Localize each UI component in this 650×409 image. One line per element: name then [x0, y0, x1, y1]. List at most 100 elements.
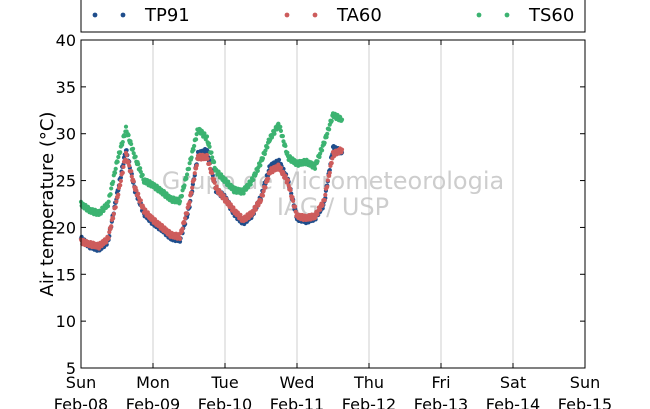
data-point [251, 177, 256, 183]
data-point [204, 134, 210, 139]
data-point [113, 166, 118, 171]
data-point [184, 211, 190, 216]
data-point [109, 186, 114, 191]
data-point [258, 163, 263, 168]
data-point [182, 220, 187, 225]
data-point [329, 118, 334, 124]
data-point [111, 211, 116, 217]
x-tick-label-date: Feb-13 [414, 395, 468, 409]
x-tick-label-date: Feb-08 [54, 395, 108, 409]
data-point [120, 170, 125, 175]
data-point [190, 185, 195, 190]
data-point [118, 183, 123, 188]
data-point [283, 143, 288, 149]
data-point [131, 151, 136, 156]
data-point [329, 161, 334, 166]
data-point [126, 159, 131, 164]
data-point [111, 179, 116, 184]
y-tick-label: 5 [66, 359, 76, 378]
data-point [285, 178, 291, 183]
data-point [325, 178, 330, 183]
data-point [209, 150, 214, 155]
data-point [127, 163, 132, 168]
data-point [339, 147, 345, 152]
data-point [212, 180, 217, 185]
data-point [253, 207, 258, 212]
data-point [186, 203, 192, 208]
data-point [177, 199, 183, 204]
data-point [194, 163, 199, 168]
data-point [278, 124, 283, 129]
data-point [292, 204, 298, 209]
data-point [121, 164, 126, 170]
y-axis: 5 10 15 20 25 30 35 40 [56, 31, 585, 378]
legend: TP91 TA60 TS60 [80, 0, 586, 33]
data-point [111, 216, 116, 221]
data-point [131, 179, 136, 184]
data-point [261, 189, 266, 194]
data-point [116, 154, 121, 160]
data-point [325, 131, 330, 136]
y-tick-label: 15 [56, 265, 76, 284]
data-point [205, 156, 210, 161]
data-point [202, 131, 207, 136]
data-point [112, 170, 118, 175]
data-point [193, 137, 199, 142]
series-points [78, 111, 345, 253]
data-point [241, 191, 246, 196]
x-axis: Sun Feb-08 Mon Feb-09 Tue Feb-10 Wed Feb-11 Thu F… [54, 40, 612, 409]
data-point [278, 128, 284, 133]
data-point [260, 156, 266, 161]
data-point [290, 195, 295, 200]
data-point [318, 207, 323, 212]
data-point [322, 197, 327, 203]
legend-entry-ta60: TA60 [284, 5, 382, 26]
data-point [327, 170, 332, 175]
series-ta60 [78, 146, 345, 251]
data-point [179, 193, 185, 199]
data-point [325, 184, 330, 189]
data-point [134, 188, 139, 193]
x-tick-label-day: Sun [66, 373, 96, 392]
data-point [126, 132, 131, 138]
data-point [224, 196, 229, 201]
data-point [138, 198, 143, 203]
data-point [272, 131, 277, 136]
data-point [320, 202, 325, 207]
x-tick-label-date: Feb-11 [270, 395, 324, 409]
legend-marker [312, 12, 318, 18]
data-point [177, 236, 183, 241]
data-point [109, 224, 114, 229]
y-tick-label: 25 [56, 172, 76, 191]
data-point [115, 159, 120, 164]
data-point [207, 144, 212, 149]
legend-entry-tp91: TP91 [92, 5, 190, 26]
legend-label: TA60 [336, 5, 382, 26]
data-point [210, 170, 215, 176]
data-point [120, 139, 125, 145]
data-point [129, 169, 134, 174]
y-tick-label: 10 [56, 312, 76, 331]
x-tick-label-date: Feb-12 [342, 395, 396, 409]
y-tick-label: 40 [56, 31, 76, 50]
data-point [263, 148, 268, 153]
data-point [231, 205, 236, 210]
y-tick-label: 30 [56, 125, 76, 144]
data-point [106, 199, 111, 204]
data-point [248, 182, 253, 187]
series-ts60 [78, 111, 345, 217]
data-point [189, 155, 194, 160]
data-point [133, 154, 138, 159]
data-point [192, 143, 197, 149]
data-point [211, 177, 217, 182]
data-point [114, 199, 119, 204]
data-point [113, 205, 118, 210]
data-point [206, 141, 212, 146]
plot-area-frame [80, 39, 586, 369]
legend-marker [120, 12, 126, 18]
data-point [226, 179, 231, 184]
x-tick-label-date: Feb-14 [486, 395, 540, 409]
data-point [123, 124, 129, 129]
legend-marker [476, 12, 482, 18]
